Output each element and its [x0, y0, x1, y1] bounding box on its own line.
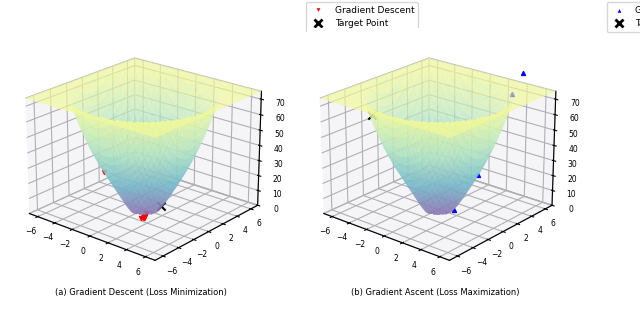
Legend: Gradient Descent, Target Point: Gradient Descent, Target Point — [306, 2, 418, 32]
Title: (a) Gradient Descent (Loss Minimization): (a) Gradient Descent (Loss Minimization) — [55, 288, 227, 297]
Title: (b) Gradient Ascent (Loss Maximization): (b) Gradient Ascent (Loss Maximization) — [351, 288, 520, 297]
Legend: Gradient Ascent, Target Point: Gradient Ascent, Target Point — [607, 2, 640, 32]
